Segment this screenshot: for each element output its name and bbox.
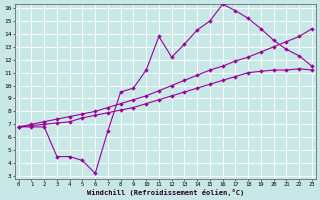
X-axis label: Windchill (Refroidissement éolien,°C): Windchill (Refroidissement éolien,°C)	[87, 189, 244, 196]
